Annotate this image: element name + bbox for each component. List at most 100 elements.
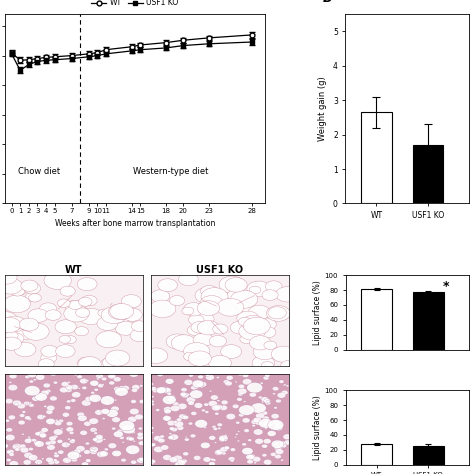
- Circle shape: [201, 285, 218, 297]
- Circle shape: [15, 287, 27, 295]
- Circle shape: [258, 396, 263, 399]
- Circle shape: [169, 395, 175, 399]
- Circle shape: [219, 405, 228, 410]
- Circle shape: [13, 401, 16, 402]
- Circle shape: [100, 316, 115, 326]
- Circle shape: [276, 287, 299, 302]
- Circle shape: [151, 290, 170, 302]
- Circle shape: [151, 403, 155, 406]
- Circle shape: [22, 410, 26, 413]
- Circle shape: [188, 393, 191, 395]
- Circle shape: [264, 341, 277, 349]
- Circle shape: [54, 452, 58, 455]
- Circle shape: [251, 403, 266, 413]
- Circle shape: [176, 418, 182, 421]
- Circle shape: [68, 307, 83, 317]
- Circle shape: [50, 371, 57, 376]
- Circle shape: [129, 408, 139, 415]
- Circle shape: [164, 418, 169, 420]
- Circle shape: [119, 420, 135, 431]
- Circle shape: [1, 337, 21, 350]
- Circle shape: [252, 424, 255, 427]
- Circle shape: [156, 389, 164, 393]
- Circle shape: [31, 438, 36, 442]
- Circle shape: [253, 417, 262, 423]
- Circle shape: [114, 386, 121, 392]
- Circle shape: [150, 387, 157, 391]
- Circle shape: [121, 295, 141, 308]
- Circle shape: [236, 433, 238, 435]
- Circle shape: [219, 435, 228, 441]
- Circle shape: [149, 443, 154, 447]
- Circle shape: [189, 315, 204, 325]
- Circle shape: [93, 429, 95, 431]
- Text: *: *: [443, 280, 449, 293]
- Circle shape: [0, 271, 17, 284]
- Circle shape: [265, 281, 282, 292]
- Circle shape: [144, 348, 168, 364]
- Circle shape: [219, 438, 225, 442]
- Circle shape: [71, 439, 75, 442]
- Circle shape: [270, 452, 276, 456]
- Circle shape: [3, 295, 30, 313]
- Circle shape: [90, 449, 94, 452]
- Circle shape: [247, 281, 271, 297]
- Circle shape: [248, 305, 270, 319]
- Circle shape: [181, 459, 187, 463]
- Circle shape: [180, 392, 186, 396]
- Circle shape: [154, 436, 162, 441]
- Circle shape: [217, 423, 222, 427]
- Circle shape: [230, 459, 234, 462]
- Circle shape: [205, 410, 209, 413]
- Circle shape: [193, 333, 213, 346]
- Circle shape: [74, 449, 81, 454]
- Circle shape: [174, 421, 183, 427]
- Circle shape: [28, 403, 34, 407]
- Circle shape: [166, 334, 189, 349]
- Circle shape: [17, 403, 26, 409]
- Circle shape: [80, 378, 88, 384]
- Circle shape: [217, 400, 220, 401]
- Circle shape: [76, 446, 85, 452]
- Circle shape: [220, 447, 228, 452]
- Circle shape: [105, 401, 107, 403]
- Circle shape: [230, 448, 236, 451]
- Circle shape: [224, 439, 227, 441]
- Circle shape: [71, 384, 78, 390]
- Circle shape: [281, 459, 283, 461]
- Circle shape: [238, 373, 243, 376]
- Circle shape: [267, 463, 270, 465]
- Circle shape: [275, 449, 284, 455]
- Circle shape: [28, 309, 48, 322]
- Circle shape: [151, 432, 154, 434]
- Circle shape: [71, 399, 76, 402]
- Circle shape: [128, 416, 137, 422]
- Circle shape: [131, 321, 147, 331]
- Circle shape: [169, 434, 179, 440]
- Circle shape: [248, 454, 255, 459]
- Circle shape: [5, 331, 18, 340]
- Circle shape: [72, 392, 81, 398]
- Circle shape: [24, 452, 33, 458]
- Circle shape: [246, 314, 268, 328]
- Circle shape: [280, 441, 285, 445]
- Text: Western-type diet: Western-type diet: [133, 167, 208, 176]
- Circle shape: [274, 422, 279, 426]
- Circle shape: [167, 417, 172, 419]
- Circle shape: [66, 443, 70, 446]
- Circle shape: [178, 403, 187, 410]
- Circle shape: [224, 446, 230, 450]
- Circle shape: [27, 418, 32, 420]
- Circle shape: [30, 392, 34, 394]
- Circle shape: [242, 379, 252, 385]
- Circle shape: [8, 384, 18, 391]
- Circle shape: [121, 385, 129, 391]
- Circle shape: [224, 435, 227, 437]
- Circle shape: [200, 296, 223, 311]
- Circle shape: [122, 425, 135, 434]
- Circle shape: [78, 388, 81, 389]
- Circle shape: [80, 430, 87, 435]
- Circle shape: [212, 459, 216, 462]
- Circle shape: [119, 436, 124, 439]
- Circle shape: [238, 317, 251, 326]
